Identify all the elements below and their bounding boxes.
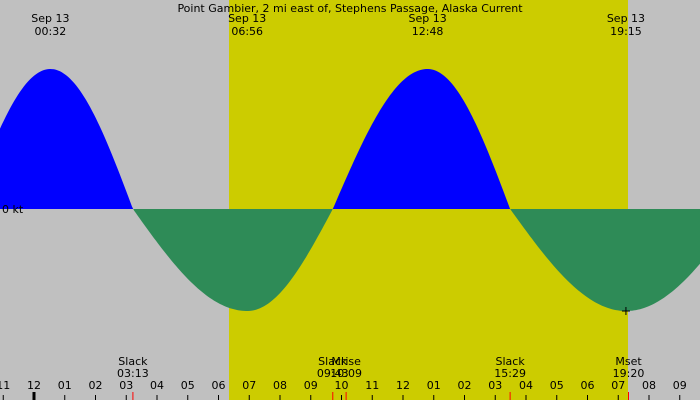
extreme-date: Sep 13 [228,12,266,25]
hour-label: 12 [27,379,41,392]
hour-label: 01 [58,379,72,392]
flood-area [0,69,700,209]
extreme-date: Sep 13 [607,12,645,25]
hour-label: 01 [427,379,441,392]
event-label: Slack [118,355,148,368]
hour-label: 03 [488,379,502,392]
hour-label: 04 [519,379,533,392]
hour-label: 09 [304,379,318,392]
hour-label: 05 [550,379,564,392]
hour-label: 08 [642,379,656,392]
ebb-area [0,209,700,311]
hour-label: 11 [365,379,379,392]
hour-label: 06 [581,379,595,392]
hour-label: 10 [335,379,349,392]
event-label: Slack [496,355,526,368]
extreme-time: 12:48 [412,25,444,38]
extreme-time: 00:32 [35,25,67,38]
event-time: 10:09 [330,367,362,380]
event-label: Mrise [331,355,361,368]
extreme-marker [621,307,630,315]
hour-label: 12 [396,379,410,392]
event-label: Mset [615,355,642,368]
event-time: 03:13 [117,367,149,380]
zero-label: 0 kt [2,203,24,216]
extreme-date: Sep 13 [31,12,69,25]
hour-label: 06 [212,379,226,392]
hour-label: 02 [458,379,472,392]
extreme-date: Sep 13 [408,12,446,25]
hour-label: 09 [673,379,687,392]
hour-label: 08 [273,379,287,392]
event-label: Slack [318,355,348,368]
extreme-time: 19:15 [610,25,642,38]
current-curve [0,69,700,311]
hour-label: 07 [611,379,625,392]
event-time: 15:29 [494,367,526,380]
chart-title: Point Gambier, 2 mi east of, Stephens Pa… [177,2,523,15]
event-time: 19:20 [613,367,645,380]
hour-label: 07 [242,379,256,392]
hour-label: 03 [119,379,133,392]
hour-label: 02 [89,379,103,392]
extreme-time: 06:56 [231,25,263,38]
hour-label: 11 [0,379,10,392]
hour-label: 05 [181,379,195,392]
event-time: 09:43 [317,367,349,380]
hour-label: 04 [150,379,164,392]
